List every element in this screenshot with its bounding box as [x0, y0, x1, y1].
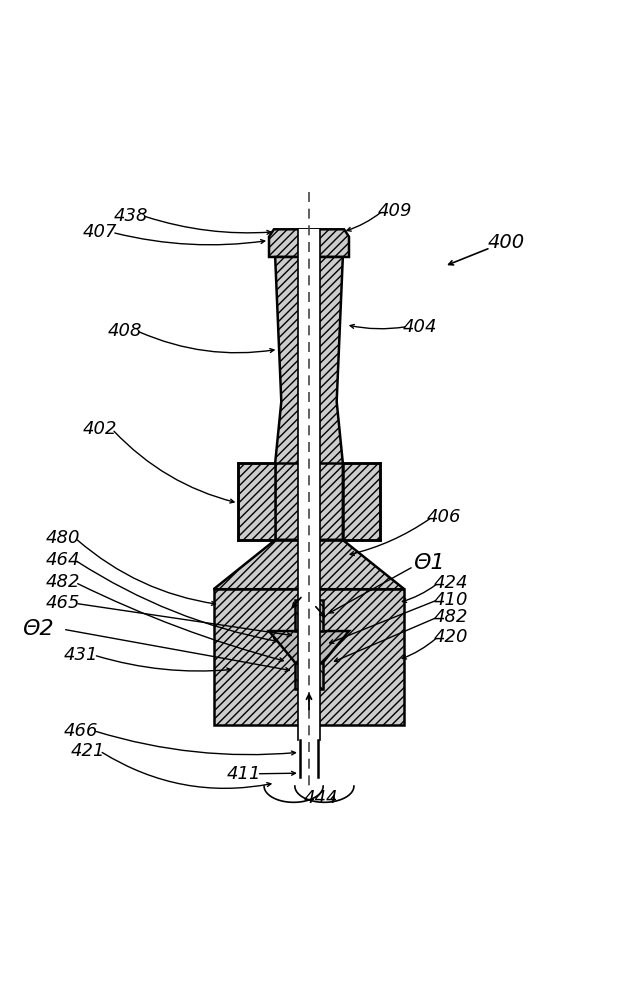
Polygon shape [269, 631, 349, 663]
Text: 438: 438 [113, 207, 148, 225]
Polygon shape [214, 589, 404, 725]
Polygon shape [275, 257, 343, 540]
Text: 402: 402 [83, 420, 117, 438]
Text: 407: 407 [83, 223, 117, 241]
Text: 480: 480 [46, 529, 80, 547]
Text: 482: 482 [433, 608, 468, 626]
Text: 466: 466 [64, 722, 99, 740]
Text: 482: 482 [46, 573, 80, 591]
Polygon shape [269, 229, 349, 257]
Text: 400: 400 [488, 233, 525, 252]
Polygon shape [295, 663, 323, 689]
Text: 420: 420 [433, 628, 468, 646]
Text: 465: 465 [46, 594, 80, 612]
Text: 406: 406 [427, 508, 462, 526]
Text: Θ1: Θ1 [413, 553, 445, 573]
Polygon shape [239, 463, 275, 540]
Polygon shape [343, 463, 379, 540]
Text: 410: 410 [433, 591, 468, 609]
Text: 464: 464 [46, 551, 80, 569]
Text: Θ2: Θ2 [22, 619, 54, 639]
Bar [298, 229, 320, 740]
Text: 409: 409 [378, 202, 412, 220]
Text: 444: 444 [304, 789, 339, 807]
Text: 421: 421 [70, 742, 105, 760]
Text: 404: 404 [402, 318, 437, 336]
Polygon shape [295, 600, 323, 631]
Polygon shape [214, 540, 404, 589]
Text: 411: 411 [227, 765, 261, 783]
Text: 408: 408 [107, 322, 142, 340]
Text: 431: 431 [64, 646, 99, 664]
Text: 424: 424 [433, 574, 468, 592]
